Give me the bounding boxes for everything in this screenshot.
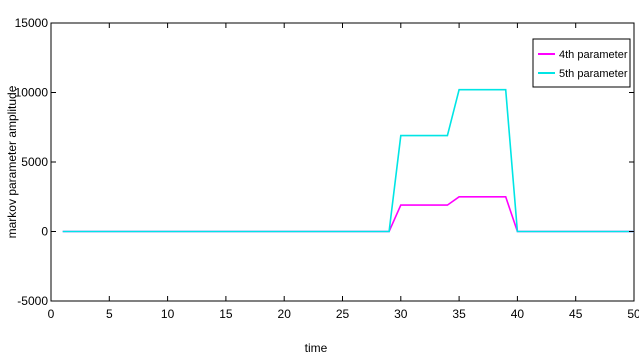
- x-tick-label: 50: [627, 307, 639, 321]
- x-axis: 0 5 10 15 20 25 30 35 40 45 50: [48, 23, 639, 321]
- y-axis: -5000 0 5000 10000 15000: [15, 16, 634, 308]
- x-tick-label: 10: [161, 307, 175, 321]
- x-tick-label: 5: [106, 307, 113, 321]
- series-line-1: [62, 196, 634, 233]
- series-layer: [62, 88, 634, 233]
- y-tick-label: -5000: [17, 294, 48, 308]
- y-tick-label: 15000: [15, 16, 49, 30]
- y-tick-label: 0: [41, 225, 48, 239]
- x-tick-label: 0: [48, 307, 55, 321]
- y-axis-label: markov parameter amplitude: [5, 85, 19, 238]
- x-tick-label: 25: [336, 307, 350, 321]
- x-tick-label: 40: [511, 307, 525, 321]
- legend-label-2: 5th parameter: [559, 68, 628, 80]
- legend: 4th parameter 5th parameter: [532, 38, 631, 88]
- x-tick-label: 45: [569, 307, 583, 321]
- x-tick-label: 30: [394, 307, 408, 321]
- series-line-2: [62, 88, 634, 233]
- x-tick-label: 35: [452, 307, 466, 321]
- y-tick-label: 10000: [15, 86, 49, 100]
- y-tick-label: 5000: [21, 155, 48, 169]
- x-tick-label: 15: [219, 307, 233, 321]
- x-tick-label: 20: [278, 307, 292, 321]
- legend-box: [532, 38, 631, 88]
- x-axis-label: time: [305, 341, 328, 355]
- legend-label-1: 4th parameter: [559, 49, 628, 61]
